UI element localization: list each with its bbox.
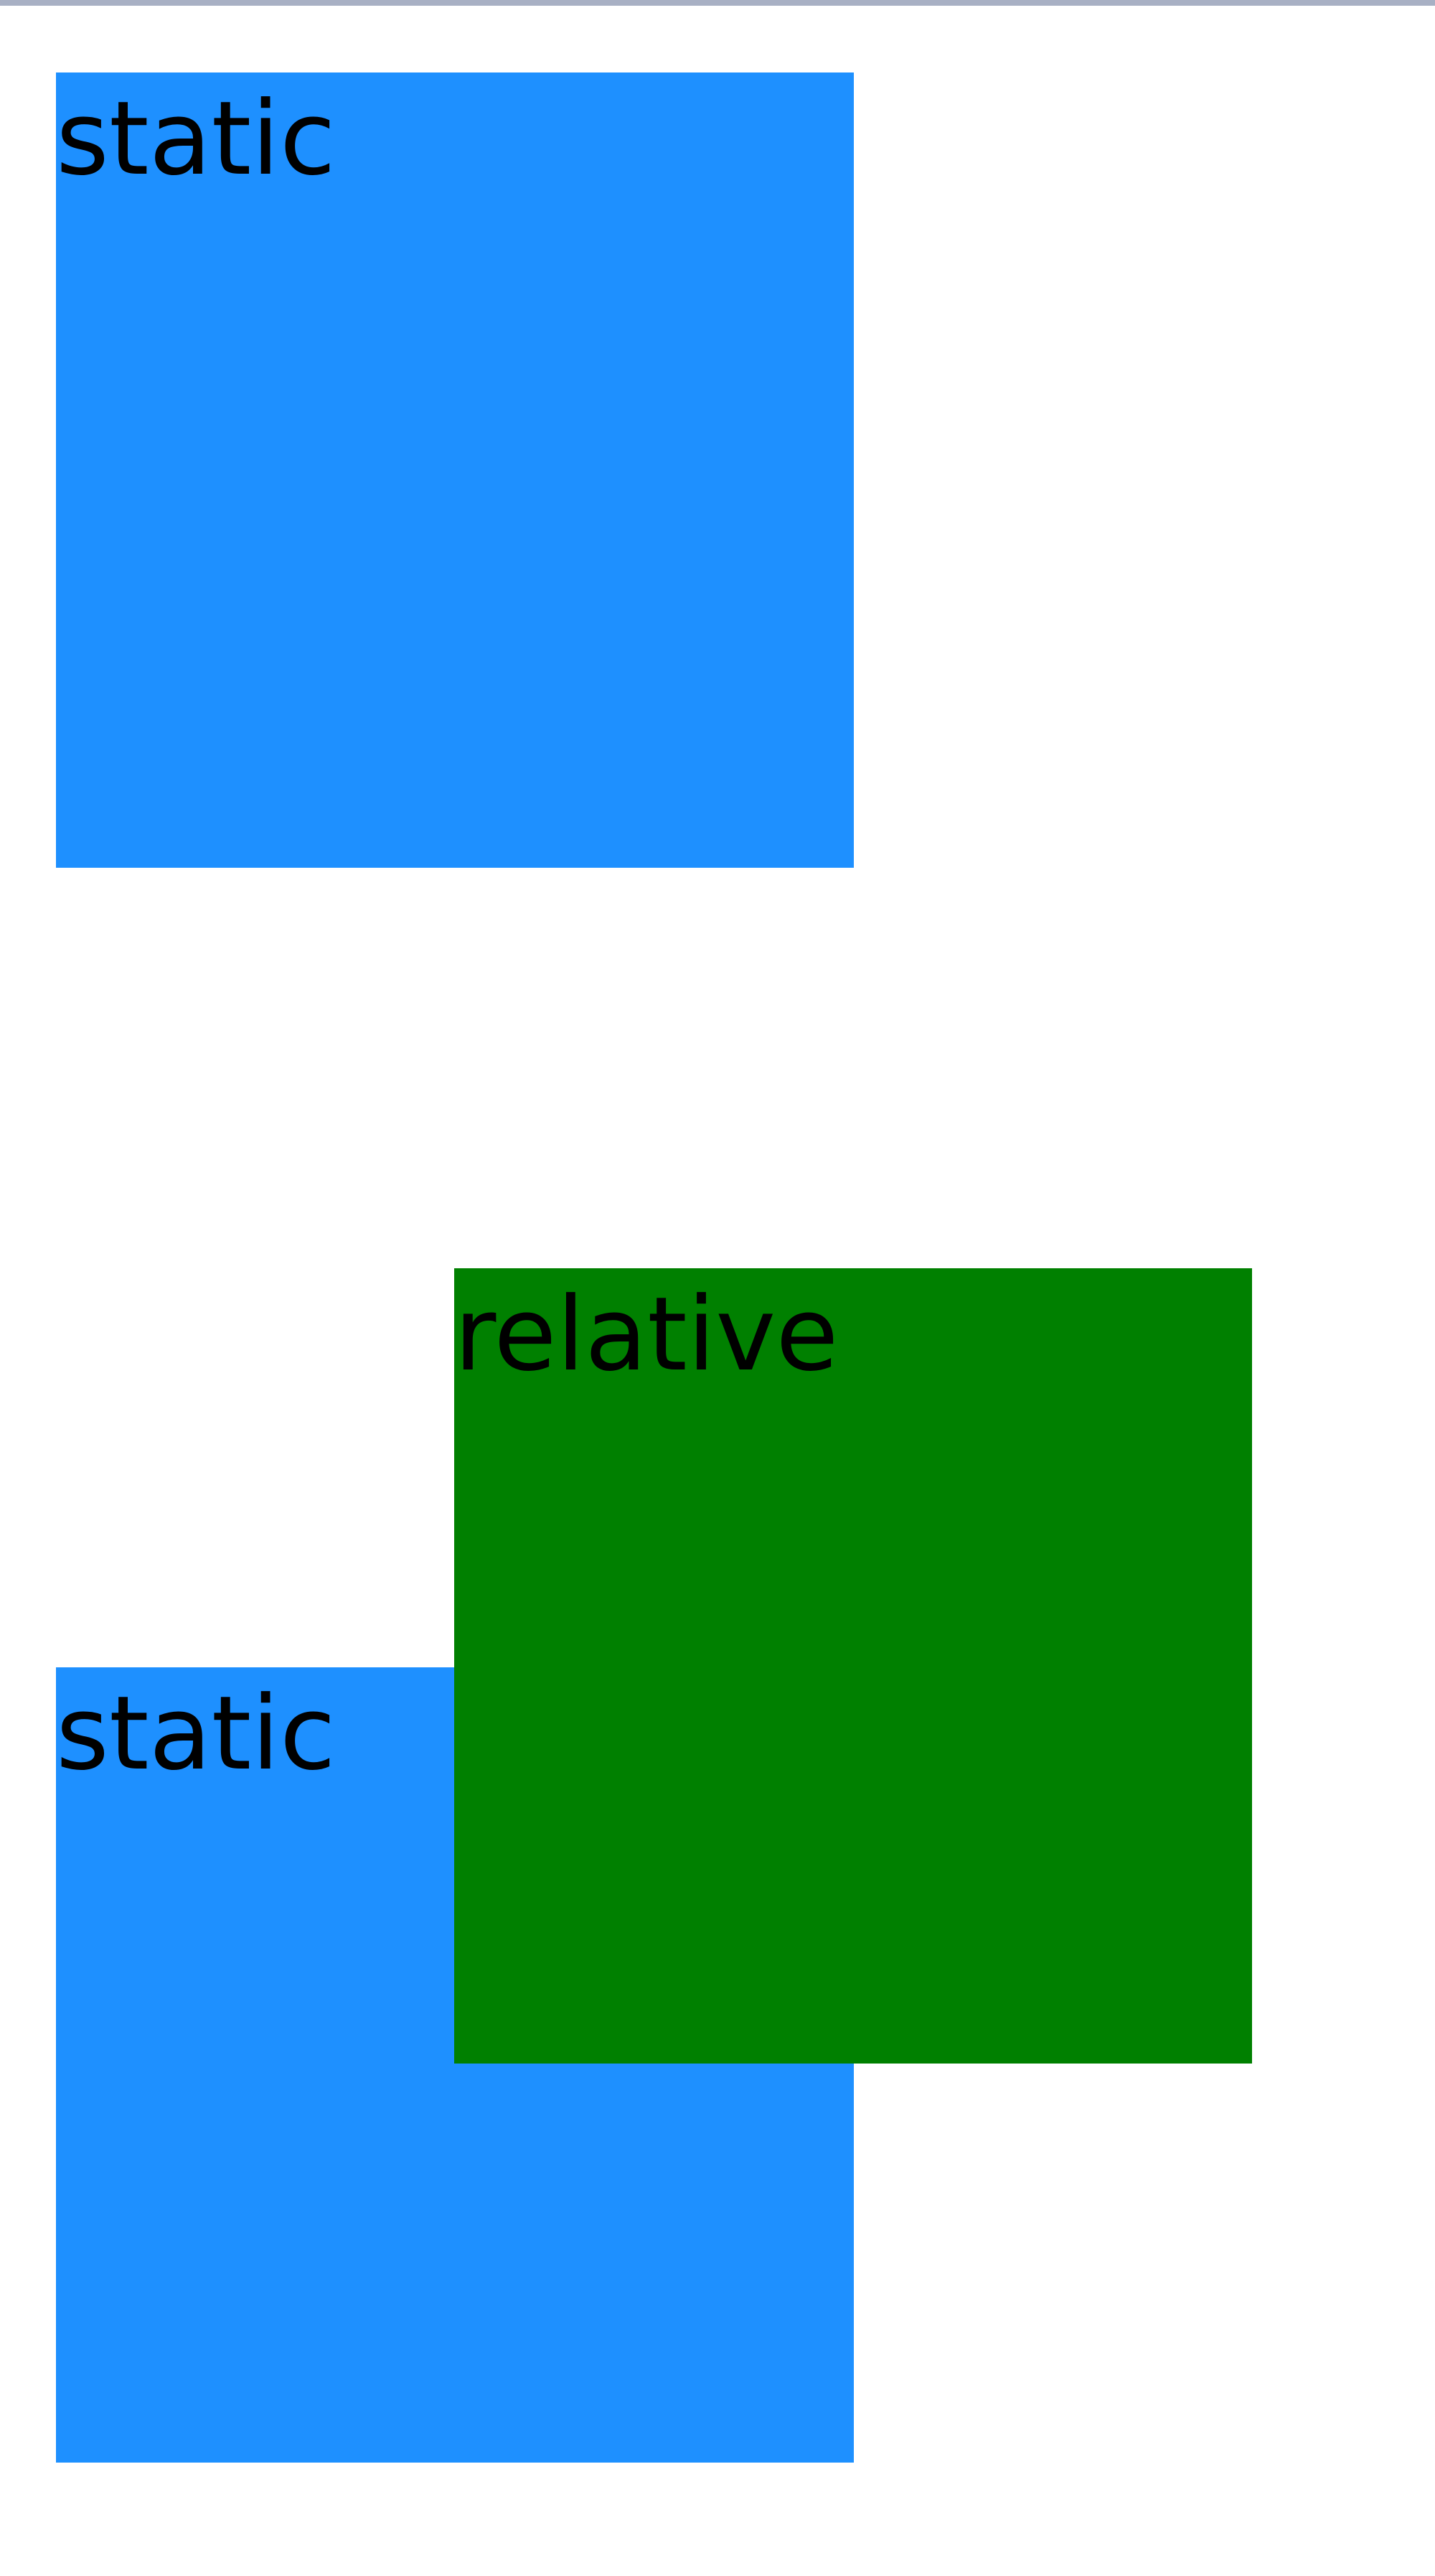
top-border	[0, 0, 1435, 6]
static-box-1: static	[56, 72, 854, 868]
relative-box-label: relative	[454, 1275, 839, 1394]
static-box-1-label: static	[56, 80, 336, 198]
relative-box: relative	[454, 1268, 1252, 2064]
static-box-2-label: static	[56, 1675, 336, 1793]
